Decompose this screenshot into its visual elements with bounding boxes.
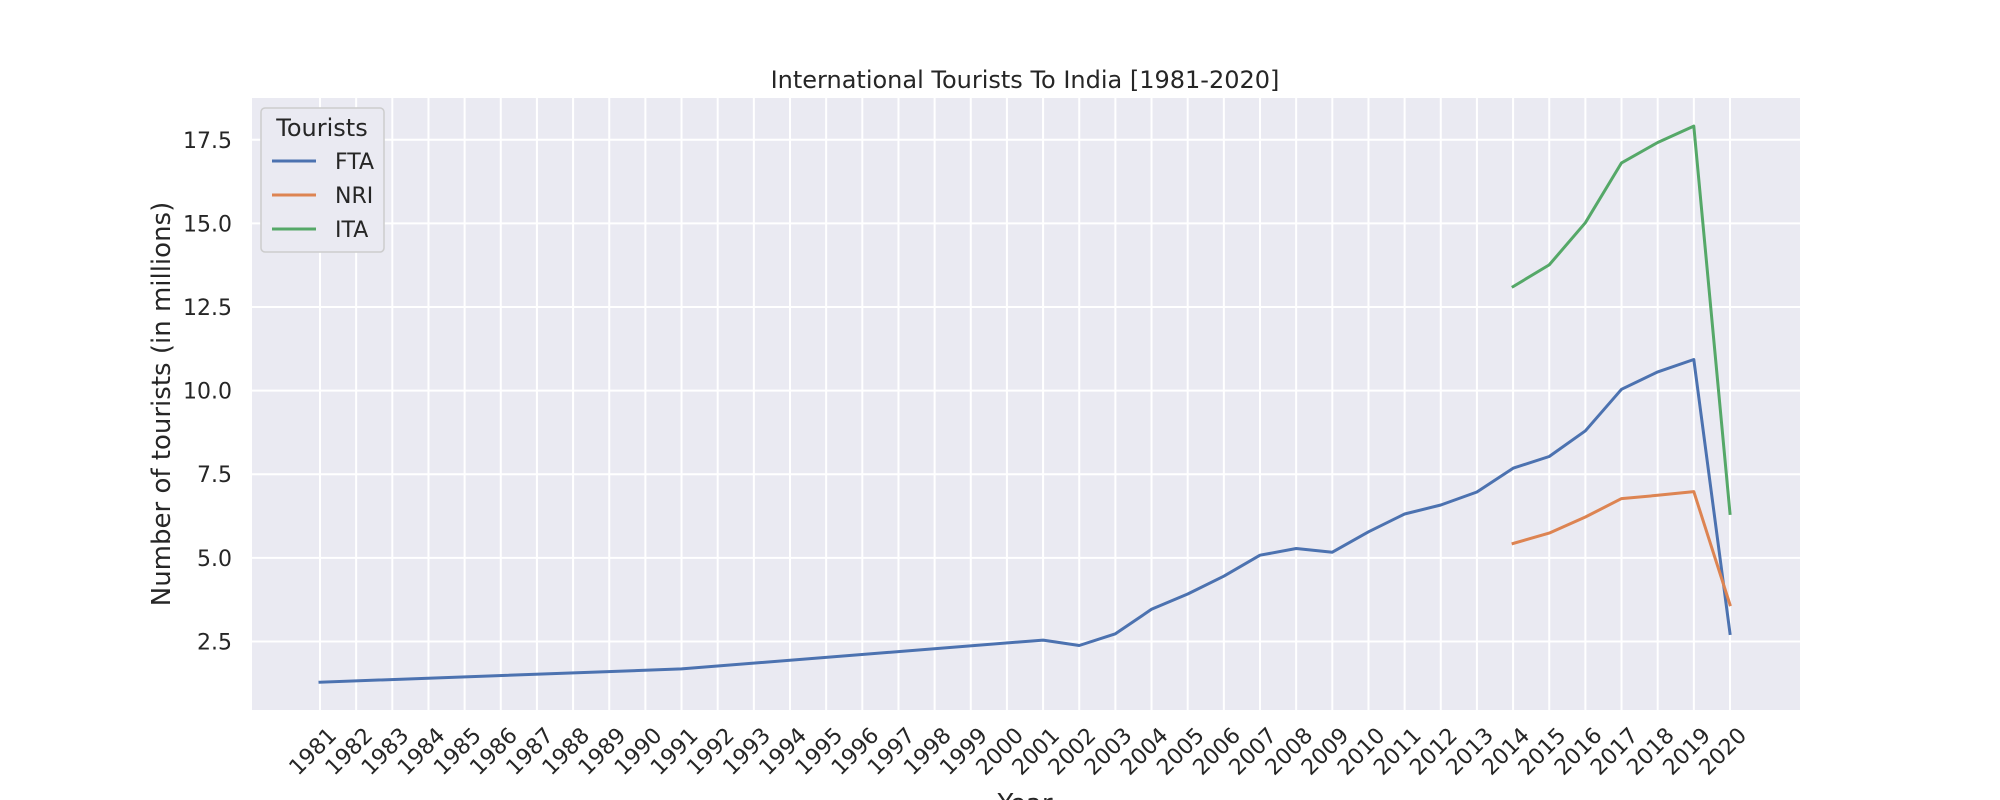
legend: Tourists FTA NRI ITA [260, 107, 385, 253]
y-tick-label: 7.5 [197, 463, 232, 488]
legend-frame [260, 107, 385, 253]
y-axis-ticks: 2.5 5.0 7.5 10.0 12.5 15.0 17.5 [183, 129, 232, 656]
y-tick-label: 12.5 [183, 296, 232, 321]
y-tick-label: 15.0 [183, 212, 232, 237]
legend-label: NRI [335, 184, 373, 209]
x-axis-ticks: 1981198219831984198519861987198819891990… [285, 723, 1752, 780]
y-tick-label: 10.0 [183, 380, 232, 405]
series-line-nri [1511, 490, 1732, 607]
series-line-fta [318, 358, 1732, 684]
legend-label: ITA [335, 218, 368, 243]
grid-lines [252, 98, 1800, 710]
y-tick-label: 5.0 [197, 547, 232, 572]
y-tick-label: 17.5 [183, 129, 232, 154]
legend-title: Tourists [275, 114, 367, 142]
legend-entries: FTA NRI ITA [272, 150, 374, 243]
x-axis-label: Year [996, 789, 1052, 800]
series-line-ita [1511, 124, 1732, 516]
legend-label: FTA [335, 150, 374, 175]
series-lines [318, 124, 1732, 684]
y-axis-label: Number of tourists (in millions) [147, 202, 177, 607]
y-tick-label: 2.5 [197, 630, 232, 655]
plot-area [252, 98, 1800, 710]
chart-title: International Tourists To India [1981-20… [771, 66, 1280, 94]
